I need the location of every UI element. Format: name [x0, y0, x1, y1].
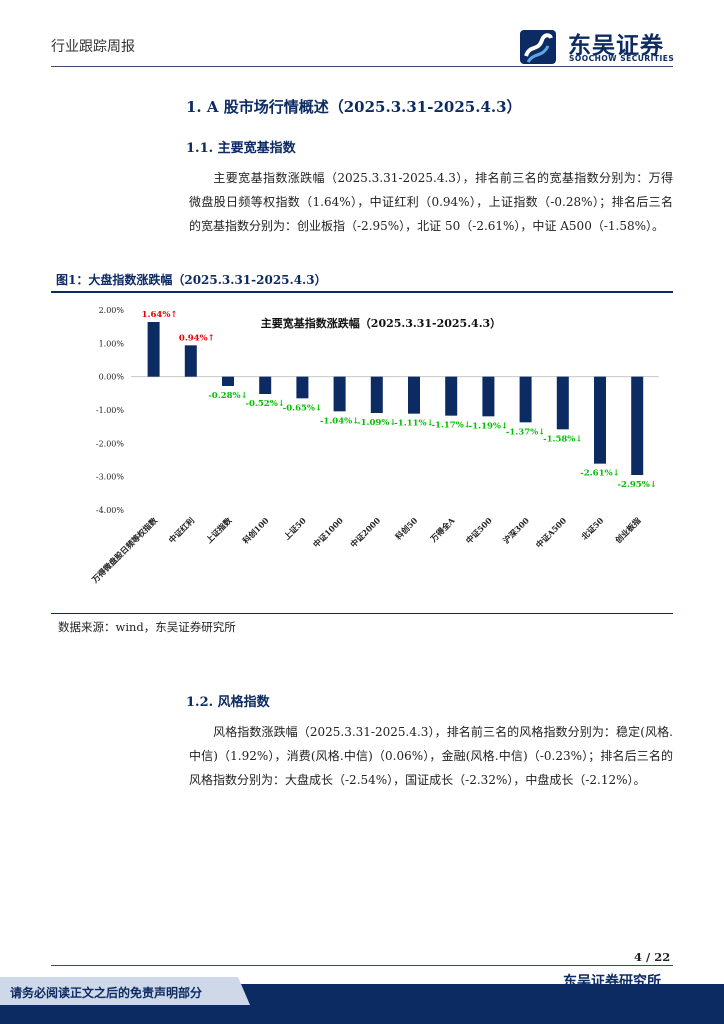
data-label: -1.09%↓	[357, 418, 396, 428]
bar	[259, 376, 272, 394]
report-type: 行业跟踪周报	[51, 39, 135, 55]
bar-chart: 主要宽基指数涨跌幅（2025.3.31-2025.4.3） 2.00% 1.00%…	[89, 306, 659, 586]
data-label: -1.58%↓	[543, 434, 582, 444]
category-label: 中证红利	[167, 515, 197, 545]
paragraph-2: 风格指数涨跌幅（2025.3.31-2025.4.3），排名前三名的风格指数分别…	[189, 720, 673, 792]
category-labels-group: 万得微盘股日频等权指数 中证红利 上证指数 科创100 上证50 中证1000 中证2000…	[89, 515, 643, 586]
category-label: 中证2000	[348, 515, 382, 549]
bar	[222, 376, 234, 386]
figure-top-rule	[51, 291, 673, 293]
data-label: -1.37%↓	[506, 427, 545, 437]
y-tick-label: 0.00%	[99, 373, 125, 382]
logo-text-cn: 东吴证券	[568, 33, 664, 59]
page-number: 4 / 22	[634, 950, 671, 964]
paragraph-2-text: 风格指数涨跌幅（2025.3.31-2025.4.3），排名前三名的风格指数分别…	[189, 725, 673, 787]
section-title: 1. A 股市场行情概述（2025.3.31-2025.4.3）	[186, 98, 522, 116]
category-label: 中证A500	[534, 515, 569, 550]
y-tick-label: -2.00%	[96, 439, 125, 448]
subsection-title-2: 1.2. 风格指数	[186, 695, 270, 710]
bar	[631, 376, 644, 475]
bar	[296, 376, 309, 399]
category-label: 上证50	[282, 515, 309, 542]
chart-title: 主要宽基指数涨跌幅（2025.3.31-2025.4.3）	[261, 316, 501, 330]
footer-rule	[51, 965, 673, 966]
subsection-title-1: 1.1. 主要宽基指数	[186, 141, 296, 156]
bar	[556, 376, 569, 430]
category-label: 科创50	[393, 515, 420, 542]
company-logo: 东吴证券 SOOCHOW SECURITIES	[520, 26, 674, 66]
header-rule	[51, 66, 673, 67]
bars-group	[147, 322, 644, 475]
category-label: 北证50	[579, 515, 606, 542]
y-tick-label: -1.00%	[96, 406, 125, 415]
bar	[445, 376, 458, 416]
footer-disclaimer: 请务必阅读正文之后的免责声明部分	[10, 986, 203, 1000]
figure-bottom-rule	[51, 613, 673, 614]
y-axis: 2.00% 1.00% 0.00% -1.00% -2.00% -3.00% -4.00%	[96, 306, 659, 515]
bar	[519, 376, 532, 423]
bar	[184, 345, 197, 377]
category-label: 中证1000	[311, 515, 345, 549]
y-tick-label: 1.00%	[99, 339, 125, 348]
bar	[147, 322, 160, 377]
data-label: -1.11%↓	[394, 419, 433, 429]
data-label: -1.17%↓	[431, 421, 470, 431]
category-label: 万得全A	[427, 515, 457, 545]
bar	[408, 376, 420, 414]
footer-tab	[0, 977, 250, 1005]
category-label: 科创100	[240, 515, 270, 545]
category-label: 沪深300	[501, 515, 531, 545]
data-label: -0.28%↓	[208, 391, 247, 401]
y-tick-label: 2.00%	[99, 306, 125, 315]
data-label: 1.64%↑	[142, 310, 178, 320]
category-label: 创业板指	[612, 515, 642, 545]
paragraph-1-text: 主要宽基指数涨跌幅（2025.3.31-2025.4.3），排名前三名的宽基指数…	[189, 171, 673, 233]
data-label: -2.95%↓	[617, 480, 656, 490]
category-label: 中证500	[464, 515, 494, 545]
data-label: -1.04%↓	[320, 416, 359, 426]
figure-caption: 图1：大盘指数涨跌幅（2025.3.31-2025.4.3）	[56, 273, 327, 287]
category-label: 万得微盘股日频等权指数	[89, 515, 160, 586]
bar	[333, 376, 346, 412]
data-label: 0.94%↑	[179, 333, 215, 343]
logo-text-en: SOOCHOW SECURITIES	[569, 54, 675, 63]
data-label: -0.65%↓	[283, 403, 322, 413]
y-tick-label: -4.00%	[96, 506, 125, 515]
logo-mark-icon	[520, 30, 556, 64]
y-tick-label: -3.00%	[96, 473, 125, 482]
bar	[594, 376, 606, 464]
category-label: 上证指数	[204, 515, 234, 545]
data-label: -0.52%↓	[245, 399, 284, 409]
bar	[482, 376, 495, 417]
data-label: -2.61%↓	[580, 469, 619, 479]
bar	[370, 376, 383, 413]
data-labels-group: 1.64%↑ 0.94%↑ -0.28%↓-0.52%↓-0.65%↓ -1.04%↓…	[142, 310, 657, 490]
paragraph-1: 主要宽基指数涨跌幅（2025.3.31-2025.4.3），排名前三名的宽基指数…	[189, 166, 673, 238]
data-label: -1.19%↓	[469, 421, 508, 431]
figure-source: 数据来源：wind，东吴证券研究所	[58, 620, 236, 634]
